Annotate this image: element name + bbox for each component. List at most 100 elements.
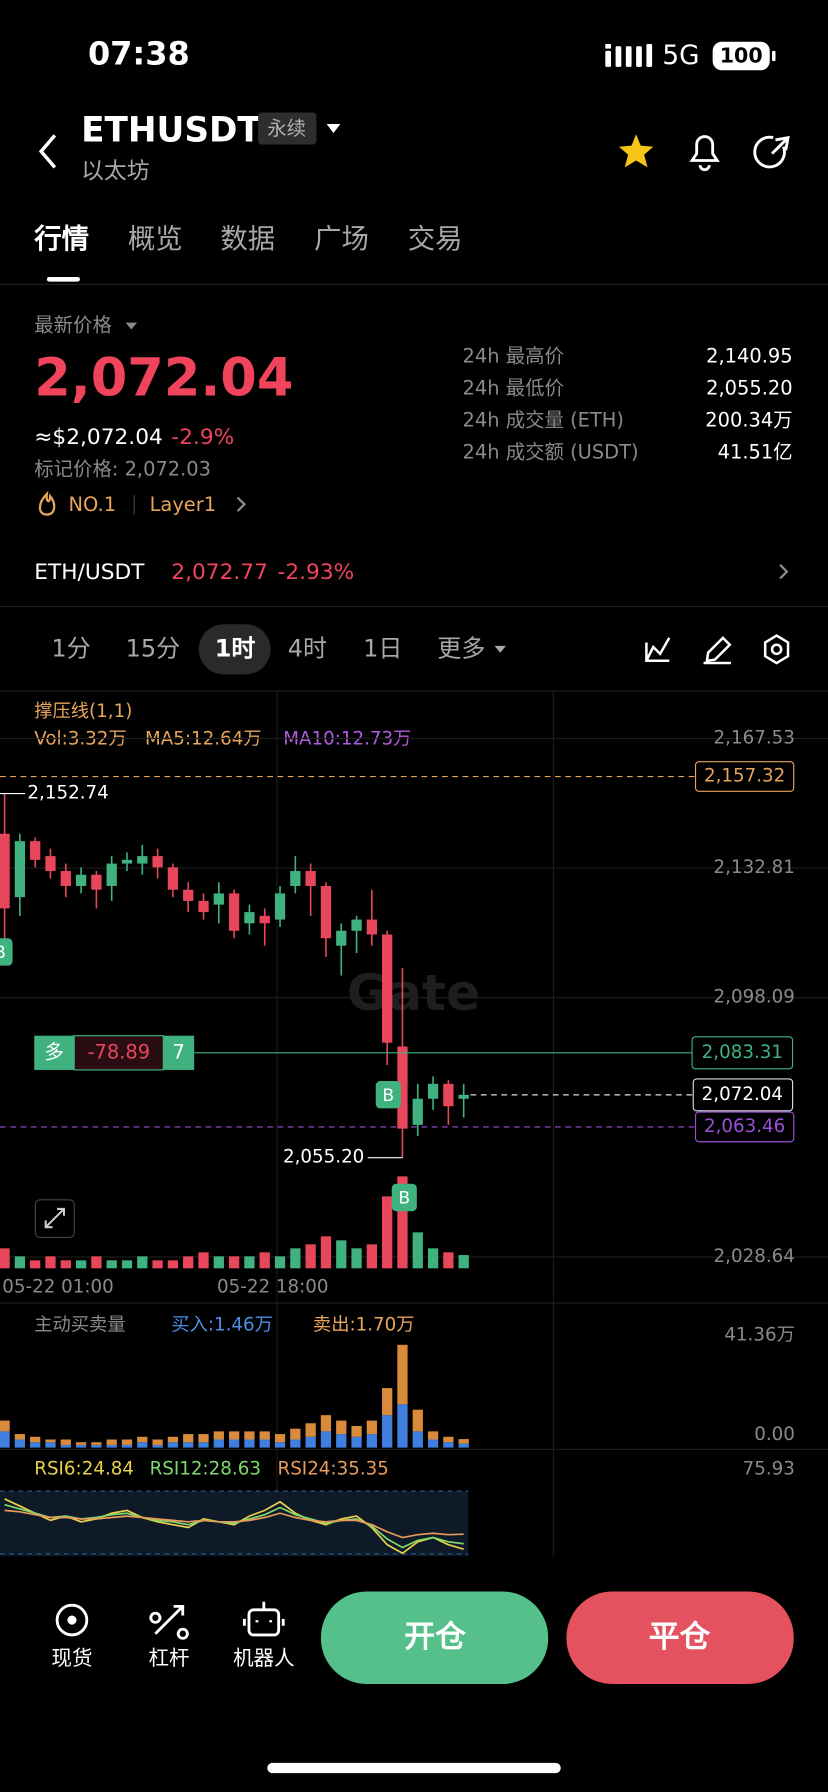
candle-body (60, 871, 71, 886)
y-tick-label: 2,167.53 (714, 727, 795, 748)
rank[interactable]: NO.1 (69, 493, 117, 516)
price-label[interactable]: 最新价格 (34, 314, 112, 337)
share-icon[interactable] (753, 135, 790, 169)
low-note-label: 2,055.20 (283, 1147, 364, 1168)
sell-bar (167, 1436, 179, 1443)
action-label[interactable]: 杠杆 (148, 1646, 189, 1670)
price-dropdown[interactable] (125, 322, 138, 330)
favorite-icon[interactable] (619, 134, 654, 168)
expand-button[interactable] (34, 1199, 75, 1239)
interval[interactable]: 1分 (51, 634, 90, 662)
stat-label: 24h 成交额 (USDT) (463, 440, 639, 463)
back-button[interactable] (38, 134, 57, 169)
volume-bar (75, 1260, 87, 1269)
volume-bar (443, 1252, 454, 1269)
more-dropdown[interactable] (494, 645, 506, 653)
tab[interactable]: 数据 (220, 224, 275, 255)
candle-body (274, 893, 286, 920)
alert-icon[interactable] (689, 135, 720, 172)
sell-bar (75, 1442, 87, 1445)
spot-icon[interactable] (55, 1603, 89, 1637)
open-button-label[interactable]: 开仓 (404, 1619, 466, 1655)
candle-body (137, 856, 148, 864)
buy-bar (274, 1442, 286, 1448)
sell-bar (427, 1431, 439, 1440)
buy-bar (106, 1444, 117, 1448)
interval[interactable]: 1日 (363, 634, 402, 662)
spot-pair[interactable]: ETH/USDT (34, 560, 145, 585)
asset-name: 以太坊 (81, 158, 149, 184)
volume-bar (0, 1248, 10, 1269)
open-button[interactable] (320, 1591, 549, 1685)
rsi-label: RSI6:24.84 (34, 1458, 134, 1479)
settings-icon[interactable] (763, 634, 790, 665)
trade-marker (375, 1081, 401, 1109)
candle-body (30, 841, 41, 860)
candle-body (167, 867, 179, 890)
flow-buy-label: 买入:1.46万 (171, 1314, 273, 1335)
position-side-box (34, 1035, 75, 1070)
interval[interactable]: 15分 (126, 634, 180, 662)
candle-body (0, 833, 10, 909)
sell-bar (244, 1431, 255, 1440)
interval[interactable]: 更多 (437, 634, 485, 662)
volume-bar (305, 1244, 316, 1269)
last-price: 2,072.04 (34, 348, 293, 409)
divider (0, 605, 828, 608)
symbol[interactable]: ETHUSDT (81, 110, 261, 150)
volume-label: Vol:3.32万 (34, 729, 126, 750)
sector[interactable]: Layer1 (150, 493, 216, 516)
close-button[interactable] (566, 1591, 794, 1685)
buy-bar (137, 1442, 148, 1448)
tab-indicator (46, 276, 80, 282)
volume-bar (412, 1232, 423, 1269)
candle-body (106, 863, 117, 886)
tab[interactable]: 交易 (408, 224, 463, 255)
buy-bar (45, 1442, 56, 1448)
trade-marker (0, 938, 13, 966)
candle-body (213, 893, 224, 905)
volume-bar (14, 1256, 26, 1269)
last-price-label: 2,072.04 (702, 1084, 783, 1105)
high-note-label: 2,152.74 (27, 783, 108, 804)
candle-body (45, 856, 56, 872)
tab[interactable]: 行情 (33, 223, 89, 255)
interval[interactable]: 1时 (215, 634, 256, 662)
draw-icon[interactable] (703, 636, 732, 665)
volume-bar (198, 1252, 209, 1269)
close-button-label[interactable]: 平仓 (649, 1619, 711, 1655)
level-label: 2,063.46 (704, 1116, 785, 1137)
position-side: 多 (45, 1040, 64, 1063)
candle-body (412, 1098, 423, 1125)
symbol-dropdown[interactable] (326, 123, 341, 134)
candle-body (244, 912, 255, 924)
indicator-icon[interactable] (645, 637, 671, 662)
stat-value: 2,140.95 (706, 344, 792, 367)
buy-bar (397, 1404, 408, 1448)
volume-bar (121, 1260, 133, 1269)
interval[interactable]: 4时 (288, 634, 327, 662)
contract-tag: 永续 (267, 117, 306, 140)
tab[interactable]: 概览 (128, 224, 183, 255)
buy-bar (366, 1434, 377, 1448)
tab[interactable]: 广场 (314, 224, 369, 255)
leverage-icon[interactable] (149, 1604, 189, 1640)
action-label[interactable]: 机器人 (233, 1646, 295, 1670)
stat-value: 41.51亿 (718, 440, 793, 463)
sell-bar (382, 1388, 393, 1416)
volume-bar (91, 1256, 102, 1269)
volume-bar (382, 1196, 393, 1269)
candle-body (121, 859, 133, 864)
position-price-box (691, 1036, 794, 1070)
x-tick-label: 05-22 01:00 (2, 1277, 114, 1298)
chevron[interactable] (236, 496, 247, 512)
chevron[interactable] (779, 563, 789, 580)
buy-bar (183, 1442, 194, 1448)
action-label[interactable]: 现货 (51, 1646, 92, 1670)
spot-change: -2.93% (278, 560, 355, 585)
sell-bar (183, 1434, 194, 1443)
divider (0, 690, 828, 692)
rsi-tick-label: 75.93 (743, 1458, 795, 1479)
flow-tick-label: 41.36万 (724, 1325, 795, 1346)
grid-line-v (276, 691, 278, 1558)
